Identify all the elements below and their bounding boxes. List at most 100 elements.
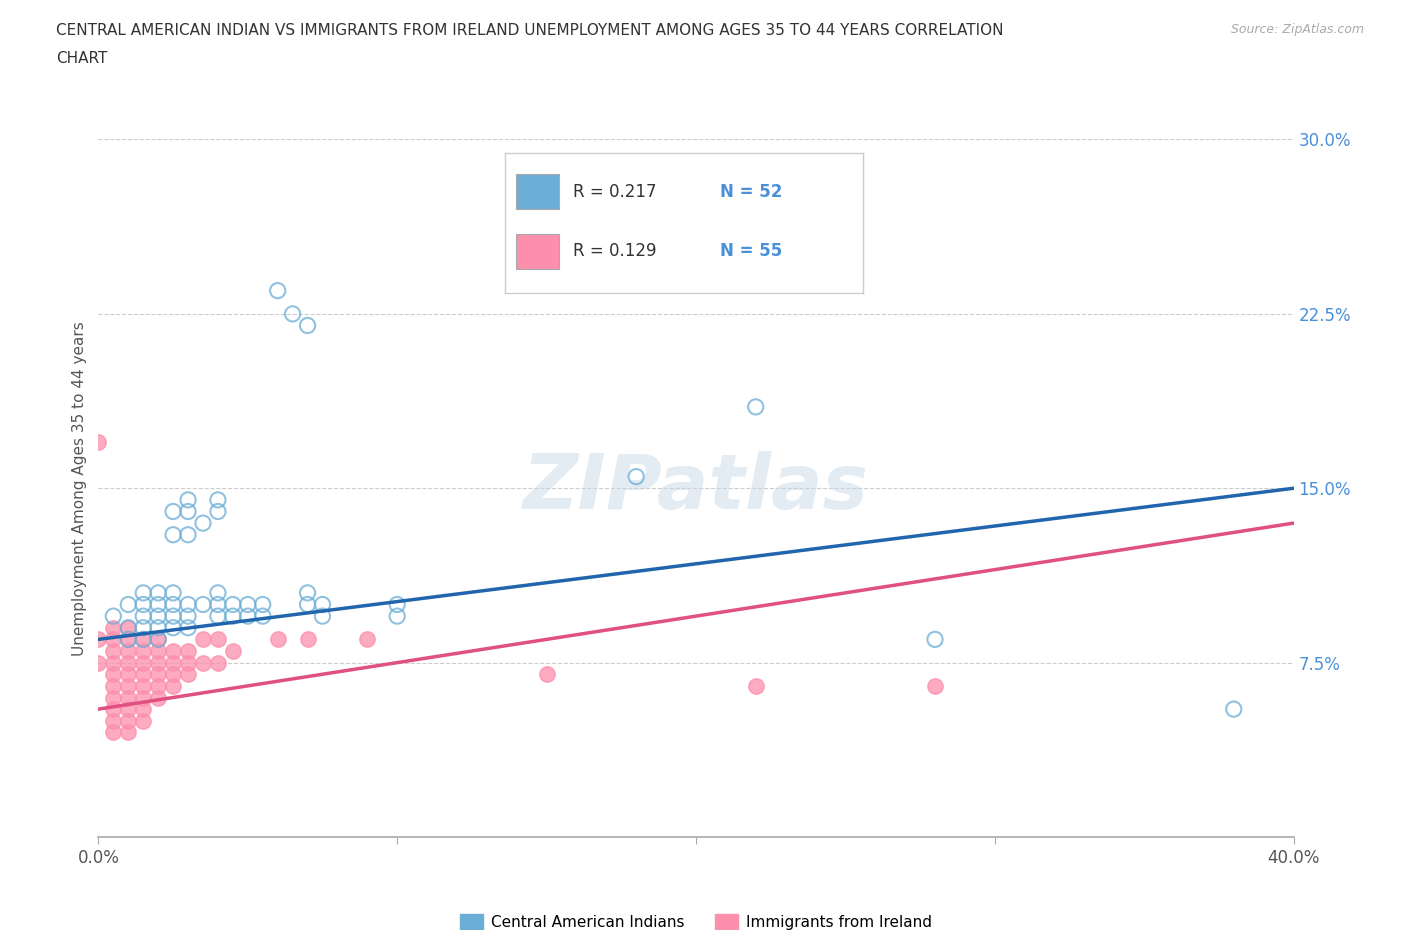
- Point: [148, 679, 170, 694]
- Point: [385, 597, 409, 612]
- Point: [177, 609, 200, 624]
- Legend: Central American Indians, Immigrants from Ireland: Central American Indians, Immigrants fro…: [454, 908, 938, 930]
- Point: [191, 655, 214, 670]
- Point: [148, 597, 170, 612]
- Point: [177, 504, 200, 519]
- Point: [252, 597, 274, 612]
- Point: [117, 701, 139, 716]
- Point: [297, 586, 319, 601]
- Point: [207, 655, 229, 670]
- Point: [177, 667, 200, 682]
- Point: [132, 632, 155, 647]
- Point: [148, 586, 170, 601]
- Point: [1223, 701, 1246, 716]
- Point: [103, 667, 125, 682]
- Point: [87, 655, 110, 670]
- Point: [103, 679, 125, 694]
- Point: [252, 609, 274, 624]
- Point: [132, 713, 155, 728]
- Point: [103, 725, 125, 740]
- Point: [148, 690, 170, 705]
- Point: [117, 644, 139, 658]
- Point: [162, 586, 184, 601]
- Point: [103, 655, 125, 670]
- Point: [103, 690, 125, 705]
- Point: [267, 632, 290, 647]
- Point: [132, 644, 155, 658]
- Point: [103, 620, 125, 635]
- Point: [103, 609, 125, 624]
- Point: [117, 597, 139, 612]
- Point: [132, 620, 155, 635]
- Point: [356, 632, 378, 647]
- Point: [117, 620, 139, 635]
- Point: [117, 632, 139, 647]
- Point: [207, 493, 229, 508]
- Point: [162, 655, 184, 670]
- Point: [297, 632, 319, 647]
- Point: [191, 632, 214, 647]
- Y-axis label: Unemployment Among Ages 35 to 44 years: Unemployment Among Ages 35 to 44 years: [72, 321, 87, 656]
- Point: [177, 597, 200, 612]
- Point: [207, 597, 229, 612]
- Point: [162, 504, 184, 519]
- Point: [148, 644, 170, 658]
- Point: [924, 679, 946, 694]
- Point: [281, 307, 304, 322]
- Point: [103, 632, 125, 647]
- Point: [148, 620, 170, 635]
- Point: [745, 400, 768, 415]
- Point: [132, 690, 155, 705]
- Point: [117, 679, 139, 694]
- Point: [624, 469, 647, 484]
- Point: [177, 620, 200, 635]
- Point: [745, 679, 768, 694]
- Point: [236, 609, 259, 624]
- Point: [148, 632, 170, 647]
- Point: [162, 609, 184, 624]
- Point: [87, 632, 110, 647]
- Point: [103, 644, 125, 658]
- Point: [132, 597, 155, 612]
- Point: [103, 701, 125, 716]
- Point: [191, 597, 214, 612]
- Point: [236, 597, 259, 612]
- Point: [222, 644, 245, 658]
- Point: [222, 609, 245, 624]
- Point: [162, 620, 184, 635]
- Point: [132, 609, 155, 624]
- Point: [132, 679, 155, 694]
- Point: [297, 597, 319, 612]
- Point: [132, 667, 155, 682]
- Point: [207, 586, 229, 601]
- Point: [536, 667, 558, 682]
- Point: [267, 283, 290, 298]
- Point: [132, 701, 155, 716]
- Point: [117, 620, 139, 635]
- Point: [148, 609, 170, 624]
- Point: [177, 655, 200, 670]
- Point: [162, 644, 184, 658]
- Point: [132, 632, 155, 647]
- Point: [87, 434, 110, 449]
- Point: [117, 667, 139, 682]
- Point: [148, 655, 170, 670]
- Point: [177, 527, 200, 542]
- Point: [117, 725, 139, 740]
- Point: [117, 690, 139, 705]
- Point: [191, 515, 214, 530]
- Point: [311, 609, 333, 624]
- Text: ZIPatlas: ZIPatlas: [523, 451, 869, 525]
- Point: [148, 632, 170, 647]
- Text: CENTRAL AMERICAN INDIAN VS IMMIGRANTS FROM IRELAND UNEMPLOYMENT AMONG AGES 35 TO: CENTRAL AMERICAN INDIAN VS IMMIGRANTS FR…: [56, 23, 1004, 38]
- Point: [162, 597, 184, 612]
- Point: [177, 493, 200, 508]
- Point: [207, 632, 229, 647]
- Point: [222, 597, 245, 612]
- Point: [162, 527, 184, 542]
- Point: [117, 655, 139, 670]
- Point: [162, 667, 184, 682]
- Text: Source: ZipAtlas.com: Source: ZipAtlas.com: [1230, 23, 1364, 36]
- Point: [207, 504, 229, 519]
- Point: [132, 586, 155, 601]
